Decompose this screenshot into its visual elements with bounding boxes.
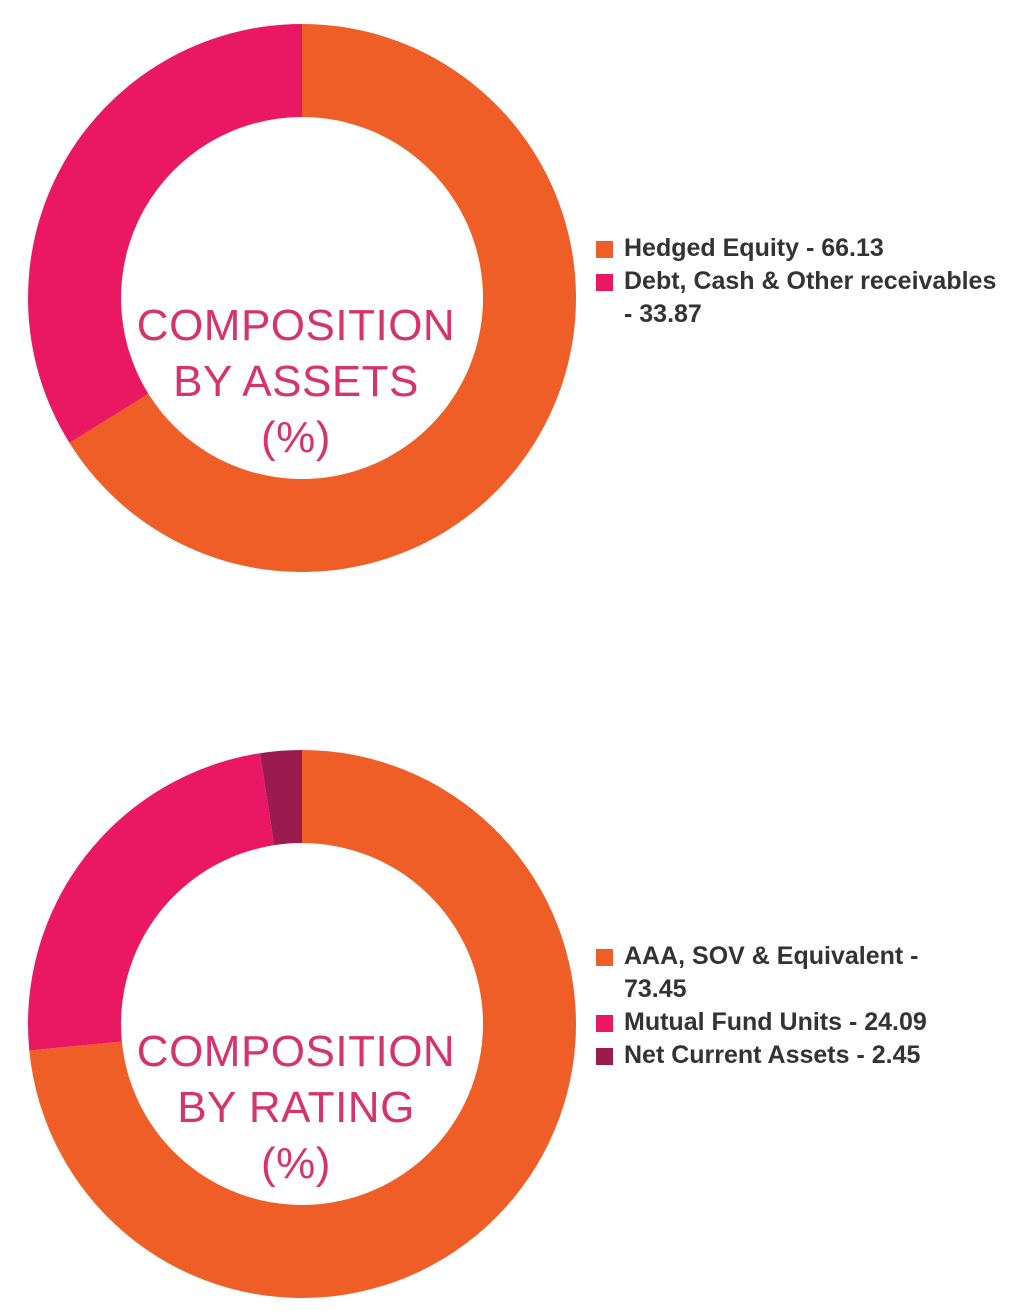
legend-label-net-current-assets: Net Current Assets - 2.45 <box>624 1041 921 1069</box>
rating-center-title: COMPOSITION BY RATING (%) <box>76 1024 516 1192</box>
slice-hedged-equity <box>69 24 576 572</box>
assets-legend: Hedged Equity - 66.13 Debt, Cash & Other… <box>596 232 996 331</box>
legend-label-hedged-equity: Hedged Equity - 66.13 <box>624 234 884 262</box>
legend-item-mutual-fund-units: Mutual Fund Units - 24.09 <box>596 1006 927 1039</box>
slice-mutual-fund-units <box>27 753 275 1051</box>
assets-title-line-1: COMPOSITION <box>136 301 456 350</box>
composition-by-assets-chart: COMPOSITION BY ASSETS (%) Hedged Equity … <box>0 0 1033 620</box>
legend-swatch-hedged-equity <box>596 241 613 258</box>
legend-item-debt-cash: Debt, Cash & Other receivables - 33.87 <box>596 265 996 331</box>
legend-swatch-net-current-assets <box>596 1048 613 1065</box>
assets-donut <box>28 24 576 572</box>
slice-debt-cash-other-receivables <box>28 24 302 443</box>
legend-swatch-debt-cash <box>596 274 613 291</box>
composition-by-rating-chart: COMPOSITION BY RATING (%) AAA, SOV & Equ… <box>0 720 1033 1314</box>
rating-title-line-3: (%) <box>261 1139 331 1188</box>
legend-label-debt-cash-line-1: Debt, Cash & Other receivables <box>624 267 997 295</box>
rating-legend: AAA, SOV & Equivalent - 73.45 Mutual Fun… <box>596 940 927 1072</box>
legend-item-aaa-sov: AAA, SOV & Equivalent - 73.45 <box>596 940 927 1006</box>
legend-swatch-aaa-sov <box>596 949 613 966</box>
rating-title-line-1: COMPOSITION <box>136 1027 456 1076</box>
assets-title-line-3: (%) <box>261 413 331 462</box>
legend-swatch-mutual-fund-units <box>596 1015 613 1032</box>
slice-net-current-assets <box>259 750 302 846</box>
slice-aaa-sov-equivalent <box>29 750 576 1298</box>
assets-title-line-2: BY ASSETS <box>173 357 419 406</box>
legend-item-hedged-equity: Hedged Equity - 66.13 <box>596 232 996 265</box>
assets-center-title: COMPOSITION BY ASSETS (%) <box>76 298 516 466</box>
rating-title-line-2: BY RATING <box>177 1083 415 1132</box>
legend-label-aaa-sov-line-2: 73.45 <box>624 975 687 1003</box>
legend-label-aaa-sov-line-1: AAA, SOV & Equivalent - <box>624 942 919 970</box>
legend-label-mutual-fund-units: Mutual Fund Units - 24.09 <box>624 1008 927 1036</box>
rating-donut <box>27 750 576 1298</box>
legend-label-debt-cash-line-2: - 33.87 <box>624 300 702 328</box>
legend-item-net-current-assets: Net Current Assets - 2.45 <box>596 1039 927 1072</box>
